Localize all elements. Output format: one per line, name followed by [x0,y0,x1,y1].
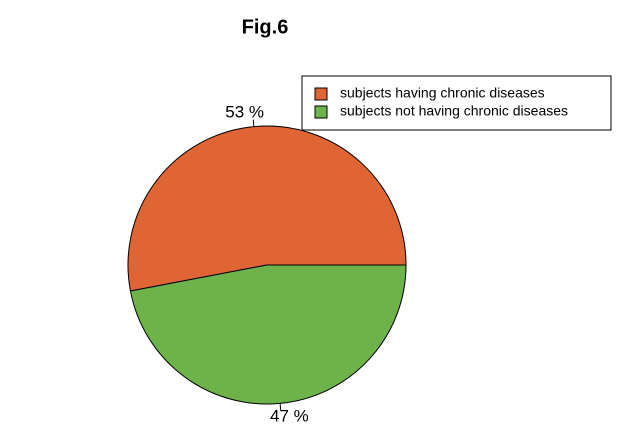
slice-label: 47 % [270,407,309,426]
legend-swatch [314,105,328,119]
legend-label: subjects having chronic diseases [340,85,545,101]
chart-title: Fig.6 [242,16,289,38]
pie-slice [129,264,407,405]
label-tick [252,119,255,127]
pie-slice [127,125,407,292]
slice-label: 53 % [225,102,264,121]
legend-box [301,75,612,131]
legend-swatch [314,87,328,101]
legend-label: subjects not having chronic diseases [340,103,568,119]
label-tick [279,403,282,411]
